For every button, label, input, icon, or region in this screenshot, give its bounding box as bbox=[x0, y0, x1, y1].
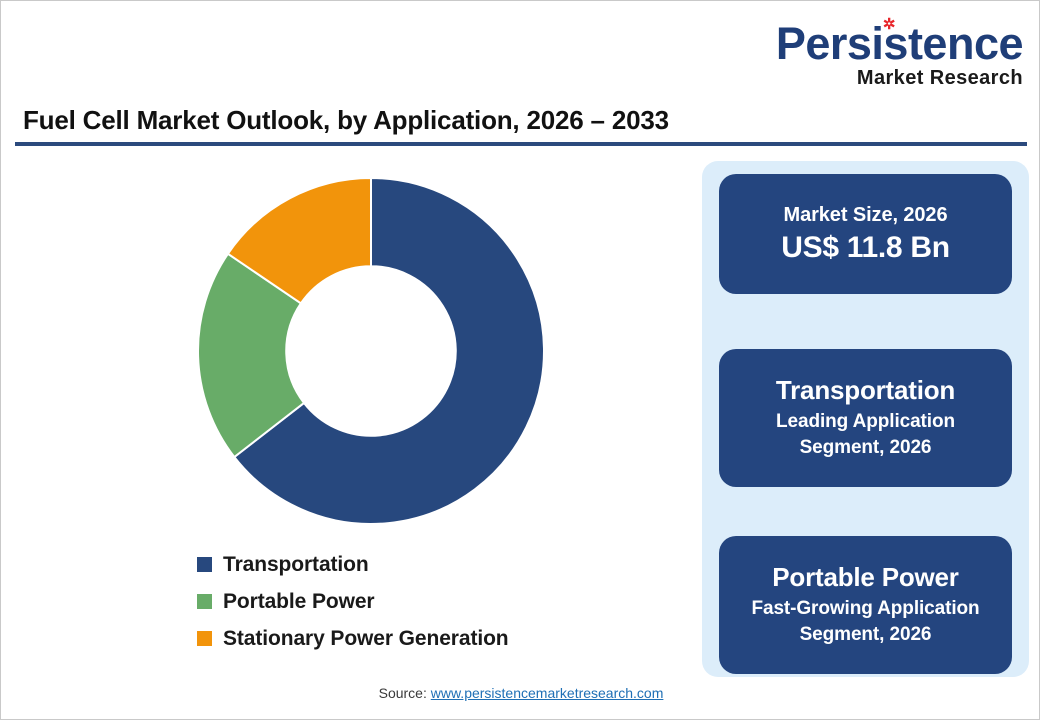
leading-segment-caption-line-2: Segment, 2026 bbox=[799, 437, 932, 459]
donut-chart bbox=[181, 161, 561, 541]
highlight-card-leading-segment: Transportation Leading Application Segme… bbox=[719, 349, 1012, 487]
highlights-panel: Market Size, 2026 US$ 11.8 Bn Transporta… bbox=[702, 161, 1029, 677]
legend-swatch-icon bbox=[197, 631, 212, 646]
fast-growing-segment-name: Portable Power bbox=[772, 562, 959, 593]
brand-tagline: Market Research bbox=[856, 67, 1023, 89]
source-note: Source: www.persistencemarketresearch.co… bbox=[1, 685, 1039, 701]
legend-swatch-icon bbox=[197, 557, 212, 572]
source-url-link[interactable]: www.persistencemarketresearch.com bbox=[430, 685, 664, 701]
donut-slice bbox=[197, 252, 306, 459]
chart-legend: Transportation Portable Power Stationary… bbox=[197, 546, 509, 657]
market-size-label: Market Size, 2026 bbox=[783, 203, 948, 226]
legend-item-label: Portable Power bbox=[223, 589, 375, 613]
market-size-value: US$ 11.8 Bn bbox=[781, 230, 950, 264]
highlight-card-fast-growing-segment: Portable Power Fast-Growing Application … bbox=[719, 536, 1012, 674]
brand-name-text: Persistence bbox=[775, 18, 1024, 69]
brand-name-wordmark: Persistence ✲ bbox=[775, 16, 1024, 69]
donut-slice bbox=[226, 176, 373, 305]
highlight-card-market-size: Market Size, 2026 US$ 11.8 Bn bbox=[719, 174, 1012, 294]
legend-swatch-icon bbox=[197, 594, 212, 609]
leading-segment-caption-line-1: Leading Application bbox=[776, 411, 955, 433]
fast-growing-segment-caption-line-1: Fast-Growing Application bbox=[751, 598, 980, 620]
leading-segment-name: Transportation bbox=[775, 375, 956, 406]
legend-item-portable-power: Portable Power bbox=[197, 583, 509, 620]
donut-chart-svg bbox=[197, 176, 545, 525]
fast-growing-segment-caption-line-2: Segment, 2026 bbox=[799, 624, 932, 646]
legend-item-stationary-power-generation: Stationary Power Generation bbox=[197, 620, 509, 657]
page-title: Fuel Cell Market Outlook, by Application… bbox=[23, 105, 669, 135]
legend-item-transportation: Transportation bbox=[197, 546, 509, 583]
brand-logo: Persistence ✲ Market Research bbox=[775, 16, 1024, 89]
title-underline-rule bbox=[15, 142, 1027, 146]
source-prefix-label: Source: bbox=[378, 685, 431, 701]
legend-item-label: Stationary Power Generation bbox=[223, 626, 509, 650]
legend-item-label: Transportation bbox=[223, 552, 369, 576]
donut-slice bbox=[232, 176, 545, 525]
star-icon: ✲ bbox=[882, 16, 896, 33]
